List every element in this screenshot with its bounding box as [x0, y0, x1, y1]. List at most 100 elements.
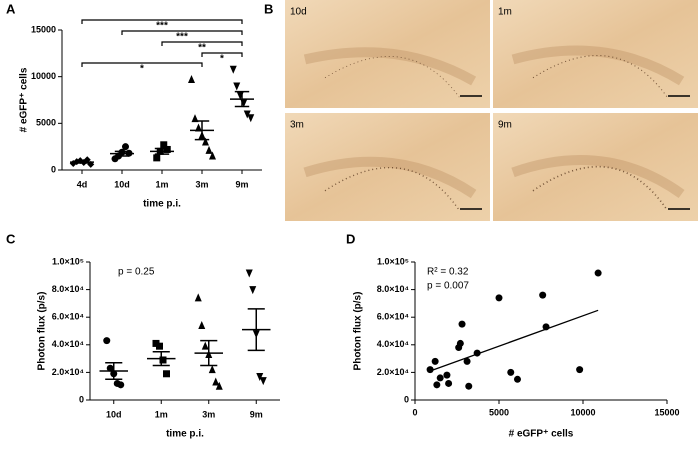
significance-label: *: [140, 64, 144, 75]
y-tick-label: 2.0×10⁴: [377, 367, 409, 377]
annotation: p = 0.25: [118, 267, 155, 278]
error-bar: [200, 339, 218, 367]
error-bar: [74, 160, 90, 164]
significance-label: **: [198, 43, 206, 54]
data-point: [458, 320, 466, 328]
data-point: [463, 357, 471, 365]
data-point: [426, 366, 434, 374]
significance-label: ***: [156, 21, 168, 32]
data-point: [106, 364, 114, 372]
data-point: [539, 291, 547, 299]
y-axis-label: Photon flux (p/s): [353, 292, 364, 371]
micrograph: [285, 0, 490, 108]
annotation: R² = 0.32: [427, 267, 469, 278]
data-point: [436, 374, 444, 382]
data-point: [259, 377, 267, 386]
x-tick-label: 3m: [195, 179, 208, 189]
x-tick-label: 10000: [570, 407, 595, 417]
significance-bracket: [81, 62, 203, 67]
y-axis-label: Photon flux (p/s): [37, 292, 48, 371]
x-tick-label: 9m: [250, 409, 263, 419]
y-tick-label: 10000: [31, 71, 56, 81]
data-point: [205, 145, 213, 154]
cell-layer: [511, 45, 685, 86]
data-point: [198, 320, 206, 329]
panel-letter: C: [6, 231, 16, 246]
data-point: [215, 381, 223, 390]
x-tick-label: 1m: [155, 409, 168, 419]
y-tick-label: 8.0×10⁴: [377, 284, 409, 294]
error-bar: [152, 350, 170, 367]
y-tick-label: 2.0×10⁴: [52, 367, 84, 377]
significance-bracket: [161, 41, 243, 46]
data-point: [188, 74, 195, 83]
data-point: [576, 366, 584, 374]
data-point: [433, 381, 441, 389]
data-point: [209, 151, 216, 160]
data-point: [445, 379, 453, 387]
x-tick-label: 10d: [114, 179, 130, 189]
x-axis-label: time p.i.: [166, 429, 204, 440]
panel-letter: D: [346, 231, 355, 246]
micrograph: [493, 113, 698, 221]
granule-layer: [324, 166, 460, 211]
y-tick-label: 4.0×10⁴: [52, 339, 84, 349]
data-point: [208, 365, 216, 374]
data-point: [153, 154, 161, 162]
data-point: [465, 382, 473, 390]
y-tick-label: 0: [404, 394, 409, 404]
y-tick-label: 6.0×10⁴: [52, 312, 84, 322]
y-tick-label: 15000: [31, 24, 56, 34]
data-point: [594, 269, 602, 277]
data-point: [160, 141, 168, 149]
micrograph-label: 1m: [498, 7, 512, 18]
error-bar: [114, 150, 130, 157]
micrograph: [285, 113, 490, 221]
y-tick-label: 0: [79, 394, 84, 404]
x-tick-label: 15000: [654, 407, 679, 417]
data-point: [191, 114, 199, 123]
data-point: [243, 110, 251, 119]
data-point: [122, 143, 129, 151]
y-axis-label: # eGFP⁺ cells: [19, 67, 30, 132]
data-point: [194, 293, 202, 302]
micrograph-label: 3m: [290, 120, 304, 131]
y-tick-label: 8.0×10⁴: [52, 284, 84, 294]
x-tick-label: 5000: [489, 407, 509, 417]
data-point: [233, 82, 241, 91]
y-tick-label: 0: [51, 164, 56, 174]
data-point: [202, 137, 209, 146]
data-point: [245, 269, 253, 278]
data-point: [249, 286, 257, 295]
regression-line: [429, 309, 599, 372]
data-point: [159, 356, 167, 364]
data-point: [156, 342, 163, 350]
data-point: [103, 337, 111, 345]
error-bar: [105, 361, 123, 381]
error-bar: [247, 308, 265, 352]
x-tick-label: 0: [412, 407, 417, 417]
x-tick-label: 10d: [106, 409, 122, 419]
error-bar: [154, 147, 170, 155]
significance-bracket: [121, 30, 243, 35]
data-point: [212, 377, 220, 386]
data-point: [507, 368, 515, 376]
x-tick-label: 4d: [77, 179, 88, 189]
y-tick-label: 1.0×10⁵: [52, 256, 84, 266]
cell-layer: [303, 156, 477, 199]
cell-layer: [303, 47, 477, 86]
error-bar: [194, 120, 210, 141]
panel-letter: B: [264, 1, 273, 16]
micrograph: [493, 0, 698, 108]
granule-layer: [532, 165, 668, 211]
data-point: [229, 65, 237, 74]
x-axis-label: # eGFP⁺ cells: [509, 429, 574, 440]
y-tick-label: 4.0×10⁴: [377, 339, 409, 349]
micrograph-label: 10d: [290, 7, 307, 18]
significance-bracket: [201, 52, 243, 57]
data-point: [201, 341, 209, 350]
data-point: [247, 114, 255, 123]
data-point: [513, 375, 521, 383]
x-tick-label: 3m: [202, 409, 215, 419]
